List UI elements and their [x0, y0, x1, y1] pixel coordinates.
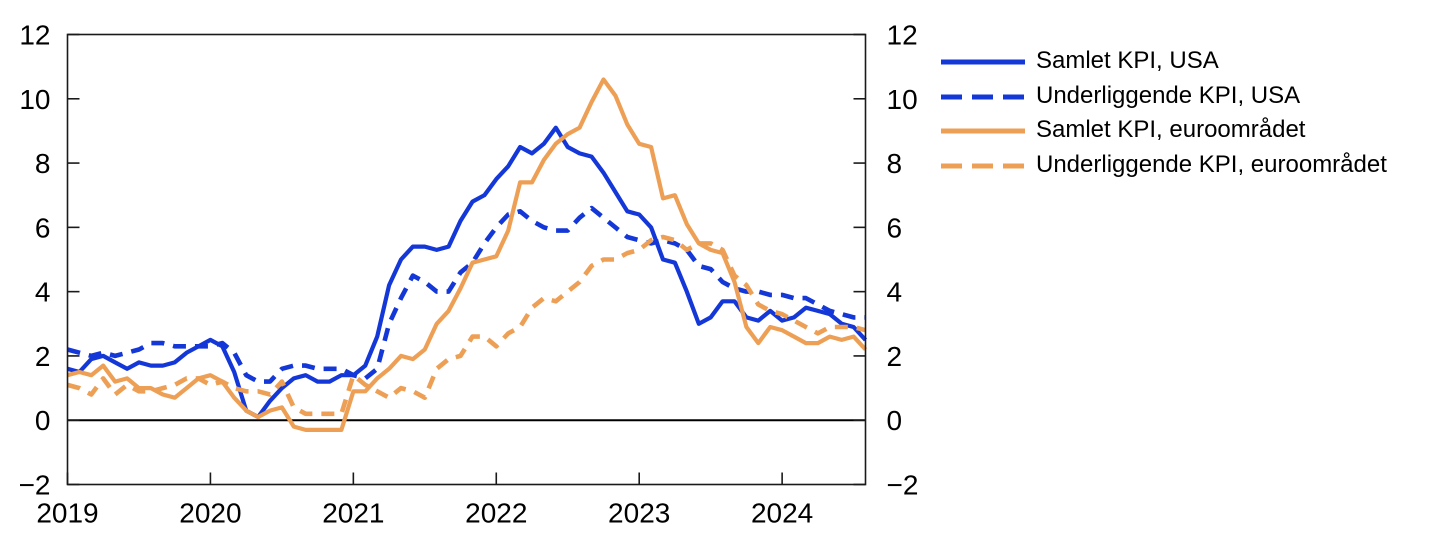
x-axis-label: 2024	[751, 498, 813, 529]
y-axis-label-left: 4	[35, 277, 51, 308]
y-axis-label-right: 10	[887, 84, 918, 115]
x-axis-label: 2023	[608, 498, 670, 529]
x-axis-label: 2021	[322, 498, 384, 529]
x-axis-label: 2020	[179, 498, 241, 529]
solid-orange-line-icon	[941, 128, 1025, 134]
y-axis-label-left: 2	[35, 341, 51, 372]
dashed-blue-line-icon	[941, 94, 1025, 100]
y-axis-label-left: 10	[19, 84, 50, 115]
plot-border	[66, 33, 867, 486]
y-axis-label-right: 8	[887, 148, 903, 179]
y-axis-label-right: 2	[887, 341, 903, 372]
series-line-underliggende-kpi-euroomr-det	[66, 234, 867, 417]
solid-blue-line-icon	[941, 59, 1025, 65]
legend-label: Underliggende KPI, USA	[1036, 81, 1301, 109]
y-axis-label-left: 8	[35, 148, 51, 179]
legend-item: Samlet KPI, euroområdet	[941, 114, 1387, 149]
legend-item: Samlet KPI, USA	[941, 45, 1387, 80]
legend-label: Samlet KPI, USA	[1036, 47, 1219, 75]
legend-label: Samlet KPI, euroområdet	[1036, 116, 1306, 144]
y-axis-label-right: −2	[887, 470, 919, 501]
chart-legend: Samlet KPI, USA Underliggende KPI, USA S…	[941, 45, 1387, 183]
y-axis-label-right: 12	[887, 20, 918, 51]
x-axis-label: 2019	[36, 498, 98, 529]
y-axis-label-right: 4	[887, 277, 903, 308]
y-axis-label-left: 12	[19, 20, 50, 51]
legend-item: Underliggende KPI, USA	[941, 80, 1387, 115]
y-axis-label-right: 6	[887, 212, 903, 243]
y-axis-label-right: 0	[887, 405, 903, 436]
y-axis-label-left: −2	[19, 470, 51, 501]
y-axis-label-left: 6	[35, 212, 51, 243]
x-axis-label: 2022	[465, 498, 527, 529]
dashed-orange-line-icon	[941, 163, 1025, 169]
series-line-underliggende-kpi-usa	[66, 205, 866, 384]
series-line-samlet-kpi-euroomr-det	[66, 77, 868, 432]
legend-label: Underliggende KPI, euroområdet	[1036, 151, 1387, 179]
y-axis-label-left: 0	[35, 405, 51, 436]
legend-item: Underliggende KPI, euroområdet	[941, 149, 1387, 184]
